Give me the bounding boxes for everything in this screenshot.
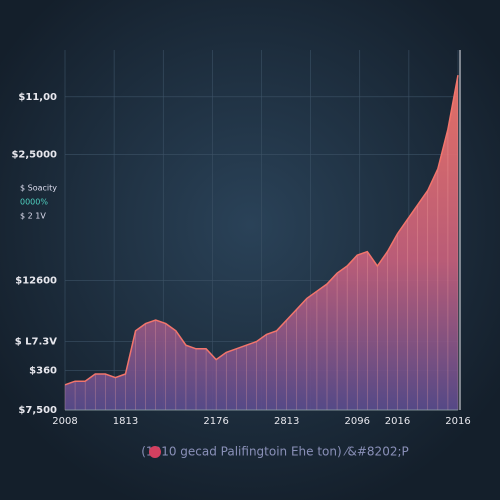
footer-caption: (1210 gecad Palifingtoin Ehe ton) ⁄&#820… xyxy=(141,445,409,459)
x-tick-label: 1813 xyxy=(113,416,138,427)
annotation: $ 2 1V xyxy=(20,212,46,221)
y-tick-label: $360 xyxy=(29,365,57,376)
x-tick-label: 2016 xyxy=(385,416,410,427)
area xyxy=(65,75,458,410)
x-tick-label: 2096 xyxy=(345,416,370,427)
y-tick-label: $12600 xyxy=(15,275,57,286)
y-tick-label: $ L7.3V xyxy=(15,337,58,348)
annotation: 0000% xyxy=(20,198,48,207)
x-tick-label: 2016 xyxy=(445,416,470,427)
y-tick-label: $7,500 xyxy=(18,405,57,416)
line xyxy=(64,75,459,386)
annotation: $ Soacity xyxy=(20,184,57,193)
y-tick-label: $11,00 xyxy=(18,92,57,103)
x-tick-label: 2008 xyxy=(52,416,77,427)
x-tick-label: 2176 xyxy=(203,416,228,427)
footer-icon xyxy=(149,446,161,458)
x-tick-label: 2813 xyxy=(274,416,299,427)
y-tick-label: $2,5000 xyxy=(11,149,57,160)
